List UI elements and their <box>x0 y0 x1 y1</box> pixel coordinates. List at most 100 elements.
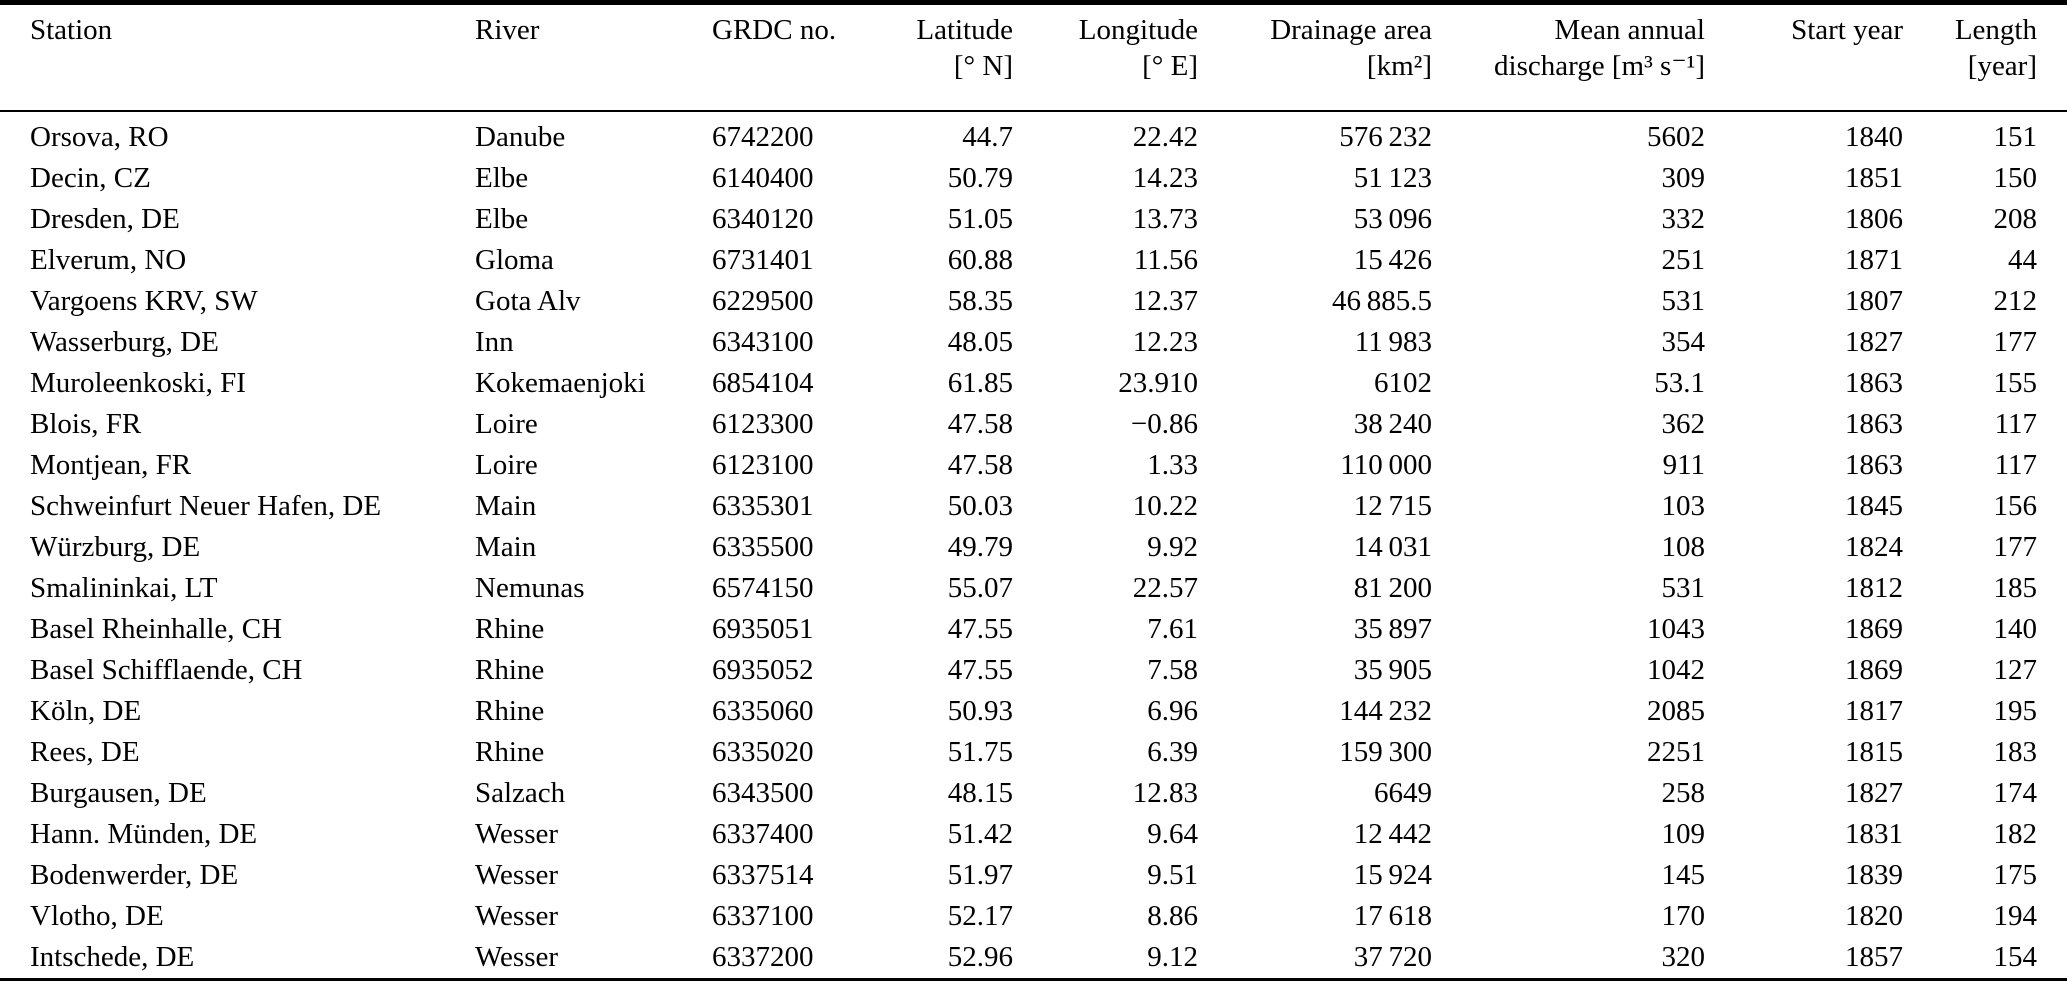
start-year-cell: 1807 <box>1845 285 1903 317</box>
table-row: Bodenwerder, DE Wesser 6337514 51.97 9.5… <box>0 855 2067 896</box>
start-year-cell: 1851 <box>1845 162 1903 194</box>
drainage-area-cell: 159 300 <box>1339 736 1432 768</box>
station-cell: Decin, CZ <box>30 162 151 194</box>
grdc-no-cell: 6731401 <box>712 244 814 276</box>
station-cell: Würzburg, DE <box>30 531 201 563</box>
start-year-cell: 1827 <box>1845 326 1903 358</box>
start-year-cell: 1806 <box>1845 203 1903 235</box>
mean-annual-discharge-cell: 332 <box>1661 203 1706 235</box>
table-row: Rees, DE Rhine 6335020 51.75 6.39 159 30… <box>0 732 2067 773</box>
table-row: Basel Rheinhalle, CH Rhine 6935051 47.55… <box>0 609 2067 650</box>
station-cell: Wasserburg, DE <box>30 326 219 358</box>
mean-annual-discharge-cell: 1042 <box>1647 654 1705 686</box>
longitude-cell: −0.86 <box>1130 408 1198 440</box>
river-cell: Inn <box>475 326 514 358</box>
start-year-cell: 1869 <box>1845 654 1903 686</box>
grdc-no-cell: 6335500 <box>712 531 814 563</box>
length-cell: 194 <box>1993 900 2038 932</box>
river-cell: Loire <box>475 408 538 440</box>
drainage-area-cell: 15 924 <box>1353 859 1432 891</box>
longitude-cell: 9.12 <box>1147 941 1198 973</box>
length-cell: 117 <box>1994 449 2037 481</box>
river-cell: Rhine <box>475 695 545 727</box>
length-cell: 156 <box>1993 490 2038 522</box>
length-cell: 208 <box>1993 203 2038 235</box>
latitude-cell: 50.03 <box>947 490 1013 522</box>
start-year-cell: 1863 <box>1845 449 1903 481</box>
mean-annual-discharge-cell: 109 <box>1661 818 1706 850</box>
col-header-label: Start year <box>1791 14 1903 46</box>
river-cell: Danube <box>475 121 566 153</box>
grdc-no-cell: 6337514 <box>712 859 814 891</box>
river-cell: Rhine <box>475 654 545 686</box>
col-header-mean-annual-discharge: Mean annual discharge [m³ s⁻¹] <box>1432 2 1705 112</box>
station-cell: Köln, DE <box>30 695 142 727</box>
start-year-cell: 1839 <box>1845 859 1903 891</box>
mean-annual-discharge-cell: 251 <box>1661 244 1706 276</box>
table-row: Vargoens KRV, SW Gota Alv 6229500 58.35 … <box>0 281 2067 322</box>
grdc-no-cell: 6343100 <box>712 326 814 358</box>
station-cell: Blois, FR <box>30 408 142 440</box>
col-header-station: Station <box>0 2 475 112</box>
grdc-no-cell: 6123100 <box>712 449 814 481</box>
col-header-unit <box>30 48 475 84</box>
start-year-cell: 1827 <box>1845 777 1903 809</box>
table-row: Wasserburg, DE Inn 6343100 48.05 12.23 1… <box>0 322 2067 363</box>
grdc-no-cell: 6337400 <box>712 818 814 850</box>
mean-annual-discharge-cell: 170 <box>1661 900 1706 932</box>
col-header-unit: [km²] <box>1366 50 1432 82</box>
col-header-unit: [° E] <box>1142 50 1198 82</box>
grdc-no-cell: 6742200 <box>712 121 814 153</box>
col-header-label: Length <box>1954 14 2037 46</box>
col-header-unit <box>1705 48 1903 84</box>
start-year-cell: 1831 <box>1845 818 1903 850</box>
river-cell: Kokemaenjoki <box>475 367 646 399</box>
drainage-area-cell: 35 897 <box>1353 613 1432 645</box>
latitude-cell: 44.7 <box>962 121 1013 153</box>
grdc-no-cell: 6935051 <box>712 613 814 645</box>
station-cell: Dresden, DE <box>30 203 180 235</box>
river-cell: Gloma <box>475 244 554 276</box>
start-year-cell: 1863 <box>1845 408 1903 440</box>
col-header-unit <box>475 48 712 84</box>
length-cell: 174 <box>1993 777 2038 809</box>
river-cell: Nemunas <box>475 572 585 604</box>
col-header-label: Station <box>30 14 113 46</box>
longitude-cell: 6.39 <box>1147 736 1198 768</box>
start-year-cell: 1857 <box>1845 941 1903 973</box>
station-cell: Vlotho, DE <box>30 900 164 932</box>
mean-annual-discharge-cell: 354 <box>1661 326 1706 358</box>
col-header-label: Drainage area <box>1270 14 1432 46</box>
latitude-cell: 51.42 <box>947 818 1013 850</box>
longitude-cell: 22.57 <box>1132 572 1198 604</box>
start-year-cell: 1812 <box>1845 572 1903 604</box>
mean-annual-discharge-cell: 108 <box>1661 531 1706 563</box>
start-year-cell: 1817 <box>1845 695 1903 727</box>
col-header-label: Latitude <box>916 14 1013 46</box>
latitude-cell: 51.97 <box>947 859 1013 891</box>
mean-annual-discharge-cell: 258 <box>1661 777 1706 809</box>
col-header-latitude: Latitude [° N] <box>847 2 1013 112</box>
station-cell: Hann. Münden, DE <box>30 818 258 850</box>
station-cell: Basel Rheinhalle, CH <box>30 613 283 645</box>
longitude-cell: 9.64 <box>1147 818 1198 850</box>
drainage-area-cell: 81 200 <box>1353 572 1432 604</box>
mean-annual-discharge-cell: 911 <box>1662 449 1705 481</box>
drainage-area-cell: 6102 <box>1374 367 1432 399</box>
river-cell: Wesser <box>475 941 559 973</box>
length-cell: 175 <box>1993 859 2038 891</box>
drainage-area-cell: 576 232 <box>1339 121 1432 153</box>
start-year-cell: 1820 <box>1845 900 1903 932</box>
length-cell: 195 <box>1993 695 2038 727</box>
length-cell: 154 <box>1993 941 2038 973</box>
table-row: Blois, FR Loire 6123300 47.58 −0.86 38 2… <box>0 404 2067 445</box>
longitude-cell: 7.61 <box>1147 613 1198 645</box>
grdc-no-cell: 6123300 <box>712 408 814 440</box>
drainage-area-cell: 144 232 <box>1339 695 1432 727</box>
river-cell: Elbe <box>475 203 529 235</box>
longitude-cell: 12.83 <box>1132 777 1198 809</box>
longitude-cell: 9.51 <box>1147 859 1198 891</box>
table-row: Würzburg, DE Main 6335500 49.79 9.92 14 … <box>0 527 2067 568</box>
start-year-cell: 1824 <box>1845 531 1903 563</box>
